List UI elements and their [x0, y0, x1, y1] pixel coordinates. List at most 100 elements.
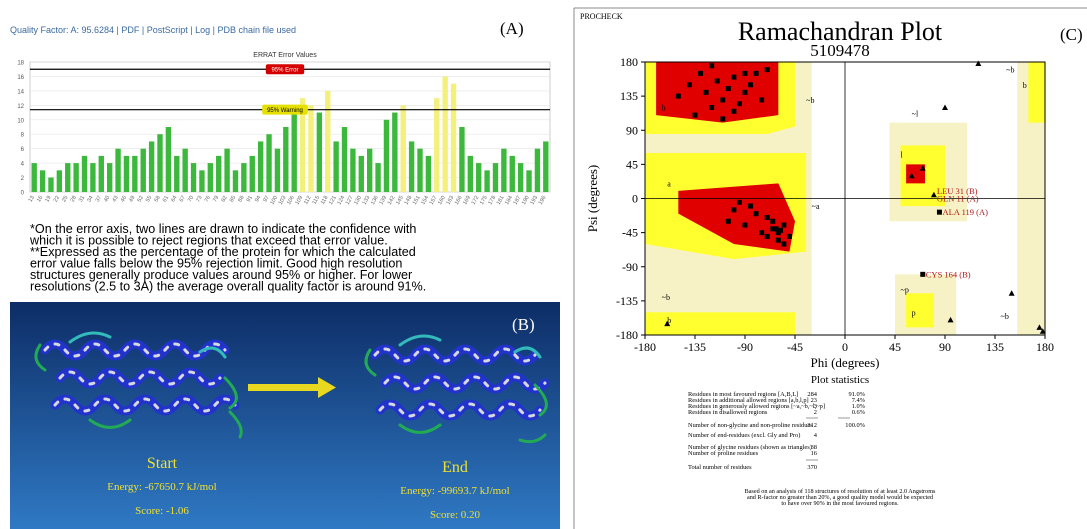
- bar: [535, 149, 540, 192]
- point-square: [765, 67, 770, 72]
- x-tick-label: -180: [634, 340, 656, 354]
- bar: [333, 141, 338, 192]
- stat-value: 16: [811, 450, 817, 457]
- x-tick-label: 154: [420, 195, 430, 206]
- bar: [426, 156, 431, 192]
- x-tick-label: 103: [278, 195, 288, 206]
- bar: [325, 91, 330, 192]
- x-tick-label: 52: [137, 195, 145, 203]
- x-tick-label: 166: [454, 195, 464, 206]
- bar: [468, 156, 473, 192]
- x-tick-label: -90: [737, 340, 753, 354]
- region-label: ~b: [806, 96, 814, 105]
- bar: [493, 163, 498, 192]
- panel-label: (B): [512, 315, 535, 334]
- bar: [409, 141, 414, 192]
- end-score: Score: 0.20: [430, 509, 481, 521]
- y-axis-label: Psi (degrees): [585, 165, 600, 233]
- x-tick-label: 187: [513, 195, 523, 206]
- region-label: ~b: [1006, 66, 1014, 75]
- x-tick-label: 16: [36, 195, 44, 203]
- x-tick-label: 46: [120, 195, 128, 203]
- bar: [208, 163, 213, 192]
- reference-label: 95% Warning: [267, 108, 303, 114]
- y-tick-label: 12: [17, 104, 24, 110]
- bar: [510, 156, 515, 192]
- y-tick-label: 10: [17, 118, 24, 124]
- x-tick-label: 91: [246, 195, 254, 203]
- x-tick-label: 190: [521, 195, 531, 206]
- point-square: [731, 75, 736, 80]
- bar: [82, 156, 87, 192]
- bar: [233, 170, 238, 192]
- point-square: [693, 113, 698, 118]
- region-label: ~a: [812, 202, 820, 211]
- point-square: [776, 238, 781, 243]
- x-tick-label: 180: [1036, 340, 1054, 354]
- y-tick-label: 2: [21, 176, 25, 182]
- bar: [342, 127, 347, 192]
- x-tick-label: 148: [404, 195, 414, 206]
- x-tick-label: 61: [162, 195, 170, 203]
- bar: [359, 156, 364, 192]
- y-tick-label: 0: [632, 192, 638, 206]
- x-tick-label: 55: [145, 195, 153, 203]
- x-tick-label: 163: [445, 195, 455, 206]
- point-square: [748, 82, 753, 87]
- procheck-header: PROCHECK: [580, 12, 623, 21]
- point-square: [726, 219, 731, 224]
- region-label: ~b: [1001, 312, 1009, 321]
- point-square: [704, 90, 709, 95]
- stat-value: 4: [814, 432, 818, 439]
- y-tick-label: 0: [21, 191, 25, 197]
- bar: [40, 170, 45, 192]
- bar: [484, 170, 489, 192]
- point-square: [737, 200, 742, 205]
- x-tick-label: 43: [112, 195, 120, 203]
- bar: [258, 141, 263, 192]
- x-tick-label: 136: [370, 195, 380, 206]
- x-tick-label: 45: [889, 340, 901, 354]
- point-square: [743, 90, 748, 95]
- x-tick-label: 142: [387, 195, 397, 206]
- stats-title: Plot statistics: [811, 374, 869, 386]
- x-tick-label: 64: [170, 195, 178, 203]
- panel-b: (B) Start Energy: -67650.7 kJ/mol: [10, 302, 560, 529]
- region-label: ~l: [912, 110, 919, 119]
- bar: [308, 105, 313, 192]
- point-square: [937, 210, 942, 215]
- note-line: resolutions (2.5 to 3A) the average over…: [30, 280, 426, 294]
- bar: [375, 163, 380, 192]
- point-square: [709, 63, 714, 68]
- bar: [107, 163, 112, 192]
- x-tick-label: 31: [78, 195, 86, 203]
- x-tick-label: 28: [70, 195, 78, 203]
- chart-title: ERRAT Error Values: [253, 52, 317, 59]
- bar: [73, 163, 78, 192]
- point-square: [731, 109, 736, 114]
- x-tick-label: 178: [487, 195, 497, 206]
- point-square: [748, 204, 753, 209]
- point-square: [687, 82, 692, 87]
- y-tick-label: 180: [620, 55, 638, 69]
- chart-subtitle: 5109478: [810, 41, 870, 60]
- x-tick-label: 115: [312, 195, 322, 206]
- x-tick-label: 40: [103, 195, 111, 203]
- point-square: [731, 207, 736, 212]
- x-tick-label: -45: [787, 340, 803, 354]
- y-tick-label: -45: [622, 226, 638, 240]
- bar: [141, 149, 146, 192]
- stat-label: Residues in disallowed regions: [688, 409, 768, 416]
- x-tick-label: 127: [345, 195, 355, 206]
- bar: [442, 76, 447, 192]
- y-tick-label: -180: [616, 328, 638, 342]
- residue-label: CYS 164 (B): [926, 269, 971, 279]
- bar: [224, 149, 229, 192]
- x-tick-label: 82: [221, 195, 229, 203]
- bar: [99, 156, 104, 192]
- region-label: a: [667, 179, 671, 188]
- y-tick-label: 6: [21, 147, 25, 153]
- x-tick-label: 184: [504, 195, 514, 206]
- bar: [32, 163, 37, 192]
